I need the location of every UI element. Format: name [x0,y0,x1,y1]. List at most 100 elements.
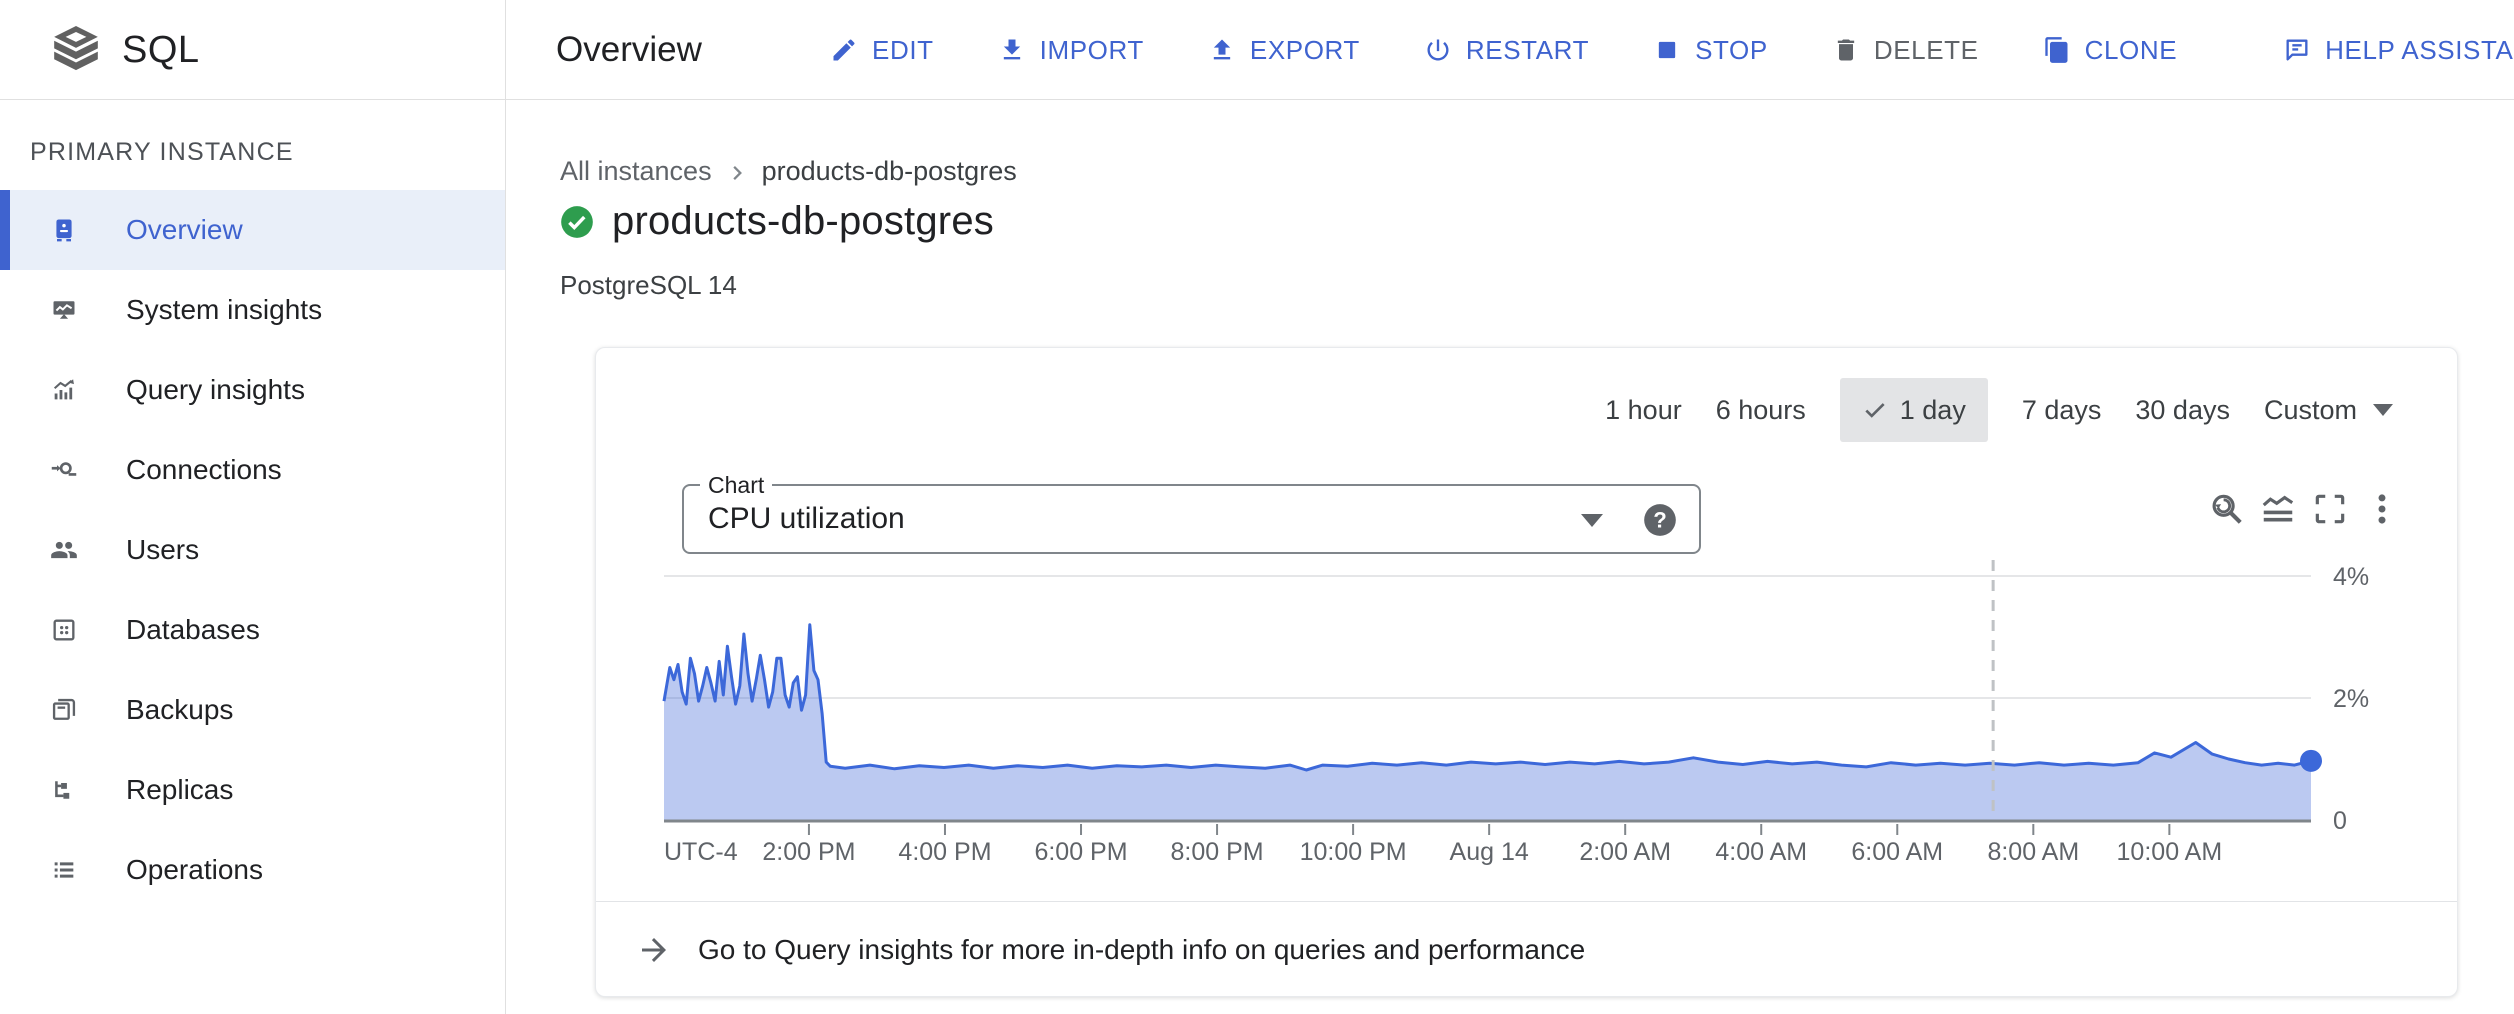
time-range-label: Custom [2263,394,2357,425]
zoom-reset-button[interactable] [2205,488,2247,530]
svg-text:10:00 PM: 10:00 PM [1300,838,1407,866]
sidebar-item-system-insights[interactable]: System insights [0,270,505,350]
sidebar-item-label: Operations [126,854,263,885]
arrow-forward-icon [636,932,672,968]
svg-text:6:00 PM: 6:00 PM [1034,838,1127,866]
time-range-1-hour[interactable]: 1 hour [1605,378,1682,442]
help-icon[interactable]: ? [1641,501,1679,539]
time-range-30-days[interactable]: 30 days [2135,378,2230,442]
chevron-right-icon [724,159,752,187]
toolbar-button-label: CLONE [2084,34,2178,65]
help-assistant-button[interactable]: HELP ASSISTANT [2283,35,2514,66]
chevron-down-icon [1581,514,1603,527]
svg-text:4:00 AM: 4:00 AM [1715,838,1807,866]
time-range-6-hours[interactable]: 6 hours [1716,378,1806,442]
banner-text: Go to Query insights for more in-depth i… [698,933,1586,965]
breadcrumb-all-instances[interactable]: All instances [560,156,712,186]
sidebar-item-label: Query insights [126,374,305,405]
sidebar-item-label: Users [126,534,200,565]
sidebar-item-operations[interactable]: Operations [0,830,505,910]
product-logo[interactable]: SQL [0,0,506,100]
chart-select-value: CPU utilization [708,502,905,535]
toolbar-button-label: STOP [1695,34,1768,65]
area-chart-button[interactable] [2257,488,2299,530]
import-button[interactable]: IMPORT [998,35,1144,66]
product-name: SQL [122,28,200,71]
svg-text:4%: 4% [2333,563,2369,591]
svg-text:4:00 PM: 4:00 PM [898,838,991,866]
delete-icon [1832,36,1860,64]
toolbar-button-label: IMPORT [1039,34,1144,65]
help-assistant-icon [2283,36,2311,64]
sidebar-menu: Overview System insights Query insights Con… [0,190,505,910]
svg-text:2:00 PM: 2:00 PM [762,838,855,866]
breadcrumb-current: products-db-postgres [761,156,1017,186]
instance-title-row: products-db-postgres [558,199,994,244]
sidebar-item-label: Overview [126,214,243,245]
svg-text:6:00 AM: 6:00 AM [1851,838,1943,866]
breadcrumb: All instances products-db-postgres [560,156,1017,187]
sidebar-item-label: Databases [126,614,260,645]
clone-icon [2043,36,2071,64]
connections-icon [50,456,78,484]
sidebar-item-replicas[interactable]: Replicas [0,750,505,830]
more-vert-icon [2363,490,2401,528]
fullscreen-button[interactable] [2309,488,2351,530]
more-vert-button[interactable] [2361,488,2403,530]
instance-title: products-db-postgres [612,199,994,243]
sidebar-item-users[interactable]: Users [0,510,505,590]
chart-select-label: Chart [700,472,773,499]
sidebar-item-databases[interactable]: Databases [0,590,505,670]
chevron-down-icon [2373,404,2393,416]
area-chart-icon [2259,490,2297,528]
sidebar-item-connections[interactable]: Connections [0,430,505,510]
sidebar-item-overview[interactable]: Overview [0,190,505,270]
delete-button[interactable]: DELETE [1832,35,1979,66]
toolbar-button-label: DELETE [1873,34,1979,65]
time-range-label: 30 days [2135,394,2230,425]
query-insights-banner[interactable]: Go to Query insights for more in-depth i… [596,901,2457,997]
export-icon [1208,36,1236,64]
sidebar-item-label: System insights [126,294,323,325]
fullscreen-icon [2311,490,2349,528]
stop-button[interactable]: STOP [1653,35,1768,66]
toolbar-button-label: EDIT [872,34,934,65]
sidebar-item-label: Backups [126,694,234,725]
toolbar-button-label: HELP ASSISTANT [2325,34,2514,65]
svg-text:0: 0 [2333,807,2347,835]
chart-metric-select[interactable]: Chart CPU utilization ? [682,472,1701,554]
svg-text:Aug 14: Aug 14 [1450,838,1529,866]
export-button[interactable]: EXPORT [1208,35,1360,66]
status-running-icon [558,203,596,241]
time-range-7-days[interactable]: 7 days [2022,378,2102,442]
restart-button[interactable]: RESTART [1424,35,1589,66]
cloud-sql-logo-icon [54,26,98,74]
time-range-1-day[interactable]: 1 day [1839,378,1988,442]
stop-icon [1653,36,1681,64]
svg-text:2%: 2% [2333,685,2369,713]
sidebar-item-backups[interactable]: Backups [0,670,505,750]
time-range-custom[interactable]: Custom [2264,378,2393,442]
query-insights-icon [50,376,78,404]
clone-button[interactable]: CLONE [2043,35,2178,66]
zoom-reset-icon [2207,490,2245,528]
restart-icon [1424,36,1452,64]
toolbar-button-label: EXPORT [1249,34,1360,65]
page-title: Overview [556,30,702,69]
time-range-label: 7 days [2021,394,2102,425]
svg-text:10:00 AM: 10:00 AM [2117,838,2223,866]
svg-text:UTC-4: UTC-4 [664,838,738,866]
edit-button[interactable]: EDIT [830,35,934,66]
svg-text:2:00 AM: 2:00 AM [1579,838,1671,866]
sidebar-section-label: PRIMARY INSTANCE [30,138,294,166]
cpu-utilization-chart[interactable]: 4% 2% 0 UTC-4 2:00 PM 4:00 PM 6:00 PM 8:00 PM 10… [596,556,2459,886]
svg-text:8:00 AM: 8:00 AM [1987,838,2079,866]
overview-icon [50,216,78,244]
time-range-label: 1 day [1899,394,1966,425]
svg-text:?: ? [1653,508,1667,533]
check-icon [1862,397,1888,423]
sidebar-item-query-insights[interactable]: Query insights [0,350,505,430]
databases-icon [50,616,78,644]
sidebar-item-label: Connections [126,454,282,485]
